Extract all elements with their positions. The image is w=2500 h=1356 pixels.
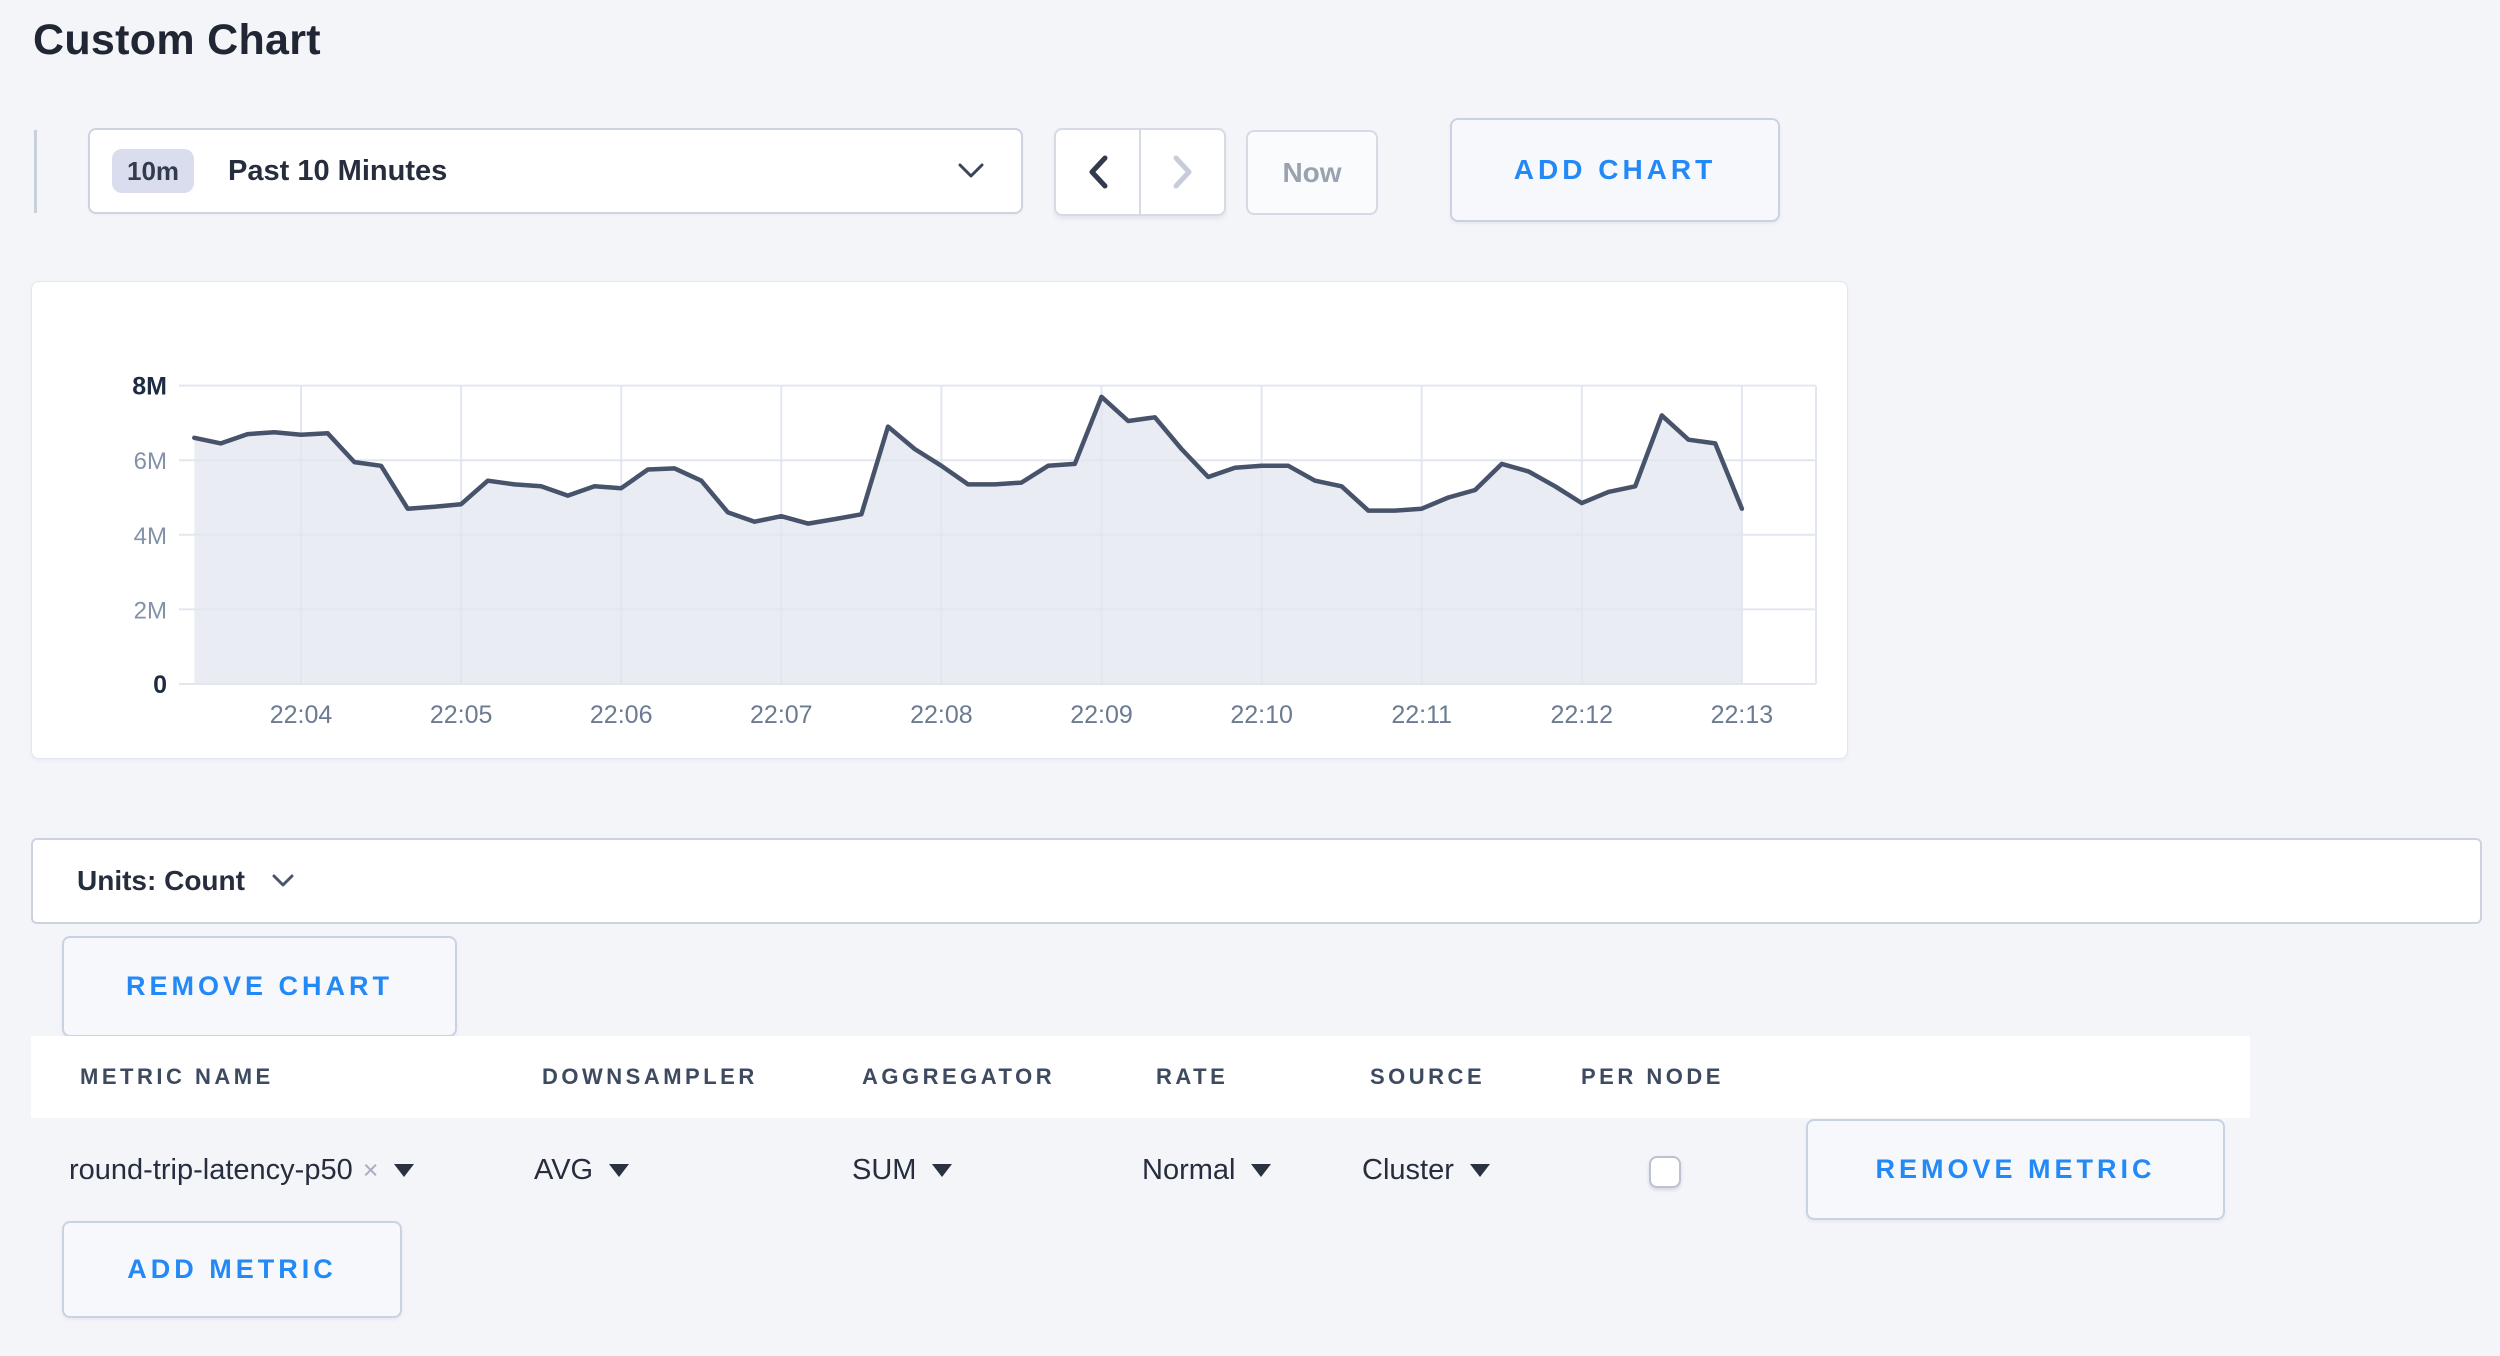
time-range-select[interactable]: 10m Past 10 Minutes (88, 128, 1023, 214)
svg-text:4M: 4M (134, 523, 167, 550)
svg-text:2M: 2M (134, 597, 167, 624)
chevron-left-icon (1087, 154, 1109, 190)
column-header-metric-name: METRIC NAME (80, 1064, 274, 1089)
svg-text:22:08: 22:08 (910, 701, 973, 729)
column-header-aggregator: AGGREGATOR (862, 1064, 1056, 1089)
units-select[interactable]: Units: Count (31, 838, 2482, 924)
metrics-table-header: METRIC NAME DOWNSAMPLER AGGREGATOR RATE … (31, 1036, 2250, 1118)
source-select[interactable]: Cluster (1362, 1118, 1490, 1222)
chevron-right-icon (1172, 154, 1194, 190)
svg-text:22:06: 22:06 (590, 701, 653, 729)
svg-text:8M: 8M (132, 373, 167, 401)
rate-select[interactable]: Normal (1142, 1118, 1272, 1222)
time-back-button[interactable] (1056, 130, 1139, 214)
add-chart-button[interactable]: ADD CHART (1450, 118, 1780, 222)
time-range-label: Past 10 Minutes (228, 154, 448, 187)
caret-down-icon (1251, 1163, 1272, 1177)
time-forward-button[interactable] (1139, 130, 1224, 214)
aggregator-value: SUM (852, 1153, 917, 1186)
caret-down-icon (1469, 1163, 1490, 1177)
caret-down-icon (394, 1163, 415, 1177)
rate-value: Normal (1142, 1153, 1236, 1186)
svg-text:0: 0 (153, 671, 167, 699)
add-metric-button[interactable]: ADD METRIC (62, 1221, 402, 1318)
metric-name-select[interactable]: round-trip-latency-p50 × (69, 1118, 415, 1222)
source-value: Cluster (1362, 1153, 1454, 1186)
units-label: Units: Count (77, 865, 245, 896)
remove-chart-button[interactable]: REMOVE CHART (62, 936, 457, 1037)
column-header-rate: RATE (1156, 1064, 1229, 1089)
svg-text:22:10: 22:10 (1230, 701, 1293, 729)
chart-card: 0 2M 4M 6M 8M 22:04 22:05 22:06 22:07 22:08 22:09 2… (31, 281, 1848, 759)
chart-svg: 0 2M 4M 6M 8M 22:04 22:05 22:06 22:07 22:08 22:09 2… (132, 373, 1817, 729)
now-button[interactable]: Now (1246, 130, 1378, 215)
column-header-source: SOURCE (1370, 1064, 1486, 1089)
column-header-downsampler: DOWNSAMPLER (542, 1064, 758, 1089)
svg-text:22:13: 22:13 (1711, 701, 1774, 729)
svg-text:6M: 6M (134, 448, 167, 475)
per-node-checkbox[interactable] (1649, 1156, 1681, 1188)
metric-row: round-trip-latency-p50 × AVG SUM Normal … (31, 1118, 2250, 1222)
page-title: Custom Chart (33, 16, 321, 64)
caret-down-icon (932, 1163, 953, 1177)
metric-name-value: round-trip-latency-p50 (69, 1153, 353, 1186)
svg-text:22:05: 22:05 (430, 701, 493, 729)
aggregator-select[interactable]: SUM (852, 1118, 953, 1222)
time-range-badge: 10m (112, 149, 195, 193)
toolbar-left-rule (34, 130, 37, 213)
chevron-down-icon (271, 874, 295, 888)
svg-text:22:09: 22:09 (1070, 701, 1133, 729)
svg-text:22:04: 22:04 (270, 701, 333, 729)
remove-metric-button[interactable]: REMOVE METRIC (1806, 1119, 2225, 1220)
chevron-down-icon (957, 163, 985, 179)
clear-metric-icon[interactable]: × (362, 1154, 379, 1185)
caret-down-icon (609, 1163, 630, 1177)
downsampler-value: AVG (534, 1153, 594, 1186)
svg-text:22:11: 22:11 (1391, 701, 1452, 729)
svg-text:22:07: 22:07 (750, 701, 813, 729)
downsampler-select[interactable]: AVG (534, 1118, 630, 1222)
column-header-per-node: PER NODE (1581, 1064, 1724, 1089)
time-nav-group (1054, 128, 1226, 216)
svg-text:22:12: 22:12 (1551, 701, 1614, 729)
